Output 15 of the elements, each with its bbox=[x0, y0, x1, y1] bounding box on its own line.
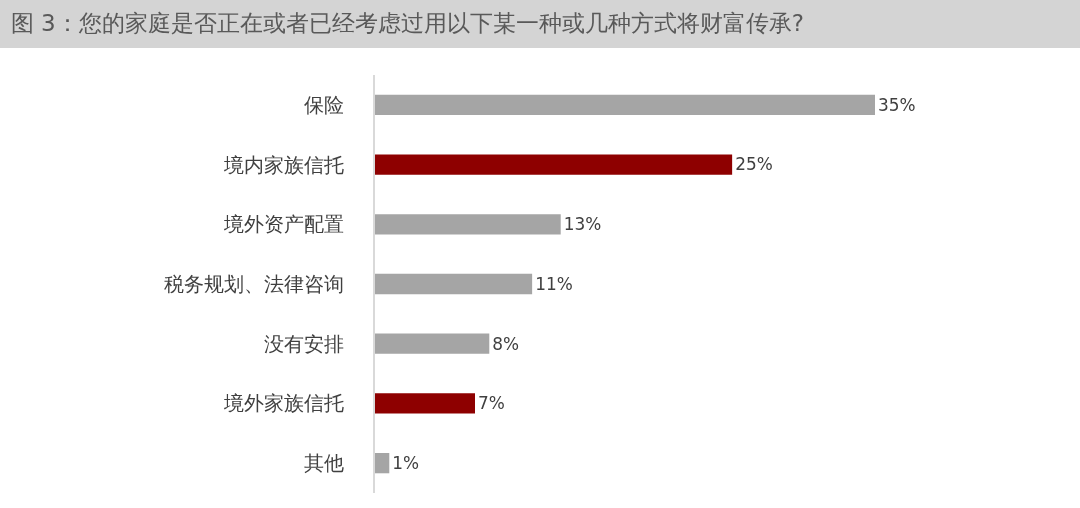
data-label: 25% bbox=[735, 154, 773, 175]
data-label: 1% bbox=[392, 453, 420, 474]
y-tick-label: 境内家族信托 bbox=[223, 152, 344, 177]
y-tick-label: 其他 bbox=[304, 451, 344, 476]
data-label: 35% bbox=[878, 94, 916, 115]
data-label: 13% bbox=[563, 214, 602, 235]
y-tick-label: 境外资产配置 bbox=[223, 212, 344, 237]
y-tick-label: 没有安排 bbox=[264, 331, 344, 356]
data-label: 8% bbox=[492, 333, 520, 354]
y-tick-label: 保险 bbox=[304, 92, 344, 117]
data-label: 7% bbox=[478, 393, 505, 414]
y-tick-label: 境外家族信托 bbox=[223, 391, 344, 416]
data-label: 11% bbox=[535, 273, 573, 294]
chart-title: 图 3：您的家庭是否正在或者已经考虑过用以下某一种或几种方式将财富传承? bbox=[10, 9, 804, 36]
y-tick-label: 税务规划、法律咨询 bbox=[164, 272, 344, 296]
